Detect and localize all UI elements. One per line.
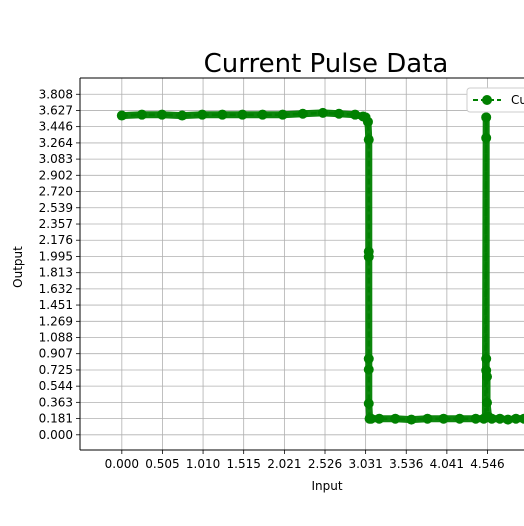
data-point (136, 109, 147, 120)
data-point (510, 413, 521, 424)
legend-box (466, 87, 524, 113)
x-tick-label: 0.505 (145, 457, 179, 471)
x-tick-label: 3.031 (348, 457, 382, 471)
y-tick-label: 1.088 (39, 331, 73, 345)
data-point (277, 109, 288, 120)
x-tick-label: 4.546 (470, 457, 504, 471)
data-point (350, 109, 361, 120)
y-tick-label: 1.451 (39, 298, 73, 312)
data-point (486, 413, 497, 424)
y-tick-label: 0.181 (39, 412, 73, 426)
data-point (317, 107, 328, 118)
legend: Cu (466, 87, 524, 113)
y-tick-label: 0.363 (39, 395, 73, 409)
data-point (454, 413, 465, 424)
data-point (177, 110, 188, 121)
y-tick-label: 3.808 (39, 87, 73, 101)
data-point (116, 110, 127, 121)
x-axis-title: Input (311, 479, 342, 493)
legend-marker-sample (482, 95, 492, 105)
data-point (362, 116, 373, 127)
y-tick-label: 2.176 (39, 233, 73, 247)
y-tick-label: 1.269 (39, 314, 73, 328)
x-axis: 0.000 0.505 1.010 1.515 2.021 2.526 3.031 3.536… (105, 450, 505, 471)
y-tick-label: 3.446 (39, 120, 73, 134)
y-tick-label: 1.995 (39, 249, 73, 263)
y-tick-label: 2.902 (39, 168, 73, 182)
data-point (481, 112, 492, 123)
x-tick-label: 2.021 (267, 457, 301, 471)
x-tick-label: 4.041 (430, 457, 464, 471)
data-point (482, 371, 492, 382)
y-tick-label: 3.627 (39, 103, 73, 117)
y-tick-label: 0.544 (39, 379, 73, 393)
data-point (237, 109, 248, 120)
y-tick-label: 1.632 (39, 282, 73, 296)
data-point (482, 397, 492, 408)
series-group (116, 107, 524, 425)
data-point (363, 398, 374, 409)
y-axis-title: Output (11, 246, 25, 288)
y-tick-label: 3.083 (39, 152, 73, 166)
x-tick-label: 2.526 (308, 457, 342, 471)
legend-label: Cu (511, 93, 524, 107)
y-tick-label: 3.264 (39, 136, 73, 150)
y-tick-label: 0.907 (39, 347, 73, 361)
data-point (366, 413, 377, 424)
data-point (390, 413, 401, 424)
plot-area (116, 107, 524, 425)
data-point (363, 134, 374, 145)
y-tick-label: 0.000 (39, 428, 73, 442)
data-point (374, 413, 385, 424)
chart-title: Current Pulse Data (204, 49, 449, 79)
y-tick-label: 2.720 (39, 185, 73, 199)
data-point (470, 413, 481, 424)
data-point (157, 109, 168, 120)
data-point (406, 414, 417, 425)
data-point (494, 413, 505, 424)
data-point (257, 109, 268, 120)
y-tick-label: 0.725 (39, 363, 73, 377)
data-point (481, 353, 492, 364)
x-tick-label: 0.000 (105, 457, 139, 471)
data-point (519, 413, 524, 424)
data-point (422, 413, 433, 424)
data-point (438, 413, 449, 424)
y-axis: 0.000 0.181 0.363 0.544 0.725 0.907 1.088 1.269… (39, 87, 80, 442)
data-point (334, 108, 344, 119)
y-tick-label: 2.539 (39, 201, 73, 215)
data-point (297, 108, 308, 119)
data-point (502, 414, 513, 425)
data-point (197, 109, 208, 120)
data-point (363, 251, 374, 262)
data-point (217, 109, 228, 120)
y-tick-label: 2.357 (39, 217, 73, 231)
x-tick-label: 3.536 (389, 457, 423, 471)
data-point (363, 353, 374, 364)
axes-frame (79, 77, 524, 451)
x-tick-label: 1.010 (186, 457, 220, 471)
data-point (363, 364, 374, 375)
y-tick-label: 1.813 (39, 266, 73, 280)
data-point (481, 132, 492, 143)
x-tick-label: 1.515 (227, 457, 261, 471)
